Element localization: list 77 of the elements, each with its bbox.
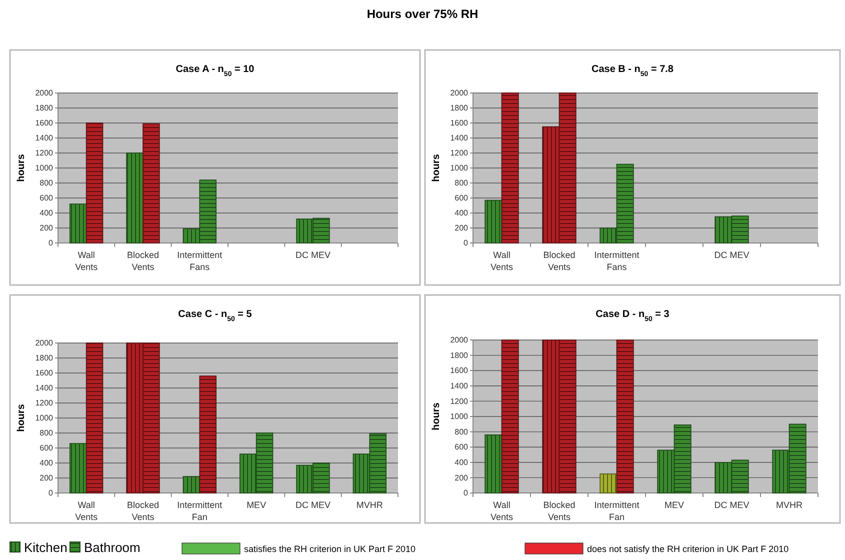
y-tick-label: 1400 (450, 382, 469, 391)
x-tick-label: Blocked Vents (543, 500, 576, 522)
x-tick-label: Intermittent Fan (594, 500, 640, 522)
y-tick-label: 1600 (35, 118, 54, 128)
y-tick-label: 2000 (35, 88, 54, 98)
y-tick-label: 1000 (35, 164, 54, 173)
x-tick-label: Intermittent Fan (177, 500, 223, 522)
chart-title: Case D - n$_{50}$ = 3 (596, 309, 670, 322)
y-tick-label: 800 (454, 178, 469, 188)
y-tick-label: 200 (40, 474, 54, 483)
y-tick-label: 1000 (450, 164, 469, 173)
y-tick-label: 200 (454, 224, 469, 233)
y-tick-label: 1200 (450, 396, 469, 406)
text: Bathroom (84, 540, 140, 555)
chart-title: Case B - n$_{50}$ = 7.8 (591, 64, 674, 78)
chart-title: Case A - n$_{50}$ = 10 (176, 64, 255, 78)
y-tick-label: 600 (454, 442, 469, 452)
y-tick-label: 2000 (35, 338, 54, 348)
y-tick-label: 0 (48, 238, 54, 248)
x-tick-label: MVHR (356, 500, 384, 510)
x-tick-label: Wall Vents (490, 500, 514, 522)
y-tick-label: 400 (454, 458, 469, 468)
x-tick-label: Blocked Vents (126, 500, 160, 522)
y-tick-label: 600 (40, 444, 54, 453)
x-tick-label: DC MEV (295, 500, 331, 510)
y-tick-label: 0 (48, 488, 54, 498)
y-tick-label: 600 (40, 194, 54, 203)
y-tick-label: 1200 (450, 148, 469, 158)
text: Kitchen (24, 540, 68, 555)
y-tick-label: 400 (40, 458, 54, 468)
y-tick-label: 800 (40, 178, 54, 188)
y-tick-label: 1000 (450, 412, 469, 422)
y-tick-label: 1000 (35, 414, 54, 423)
y-tick-label: 1800 (450, 350, 469, 360)
x-tick-label: DC MEV (295, 250, 331, 260)
x-tick-label: Blocked Vents (543, 250, 576, 272)
y-axis-title: hours (16, 404, 27, 432)
x-tick-label: Wall Vents (490, 250, 514, 272)
y-tick-label: 200 (40, 224, 54, 233)
y-tick-label: 0 (464, 488, 469, 498)
x-tick-label: Wall Vents (75, 500, 98, 522)
x-tick-label: Intermittent Fans (594, 250, 640, 272)
y-tick-label: 1800 (35, 354, 54, 363)
y-tick-label: 400 (454, 208, 469, 218)
chart-title: Case C - n$_{50}$ = 5 (178, 309, 252, 322)
y-axis-title: hours (431, 402, 442, 430)
x-tick-label: MEV (664, 500, 684, 510)
x-tick-label: Intermittent Fans (177, 250, 223, 272)
y-tick-label: 200 (454, 473, 469, 482)
y-tick-label: 1600 (35, 368, 54, 378)
y-tick-label: 2000 (450, 88, 469, 98)
x-tick-label: Blocked Vents (126, 250, 160, 272)
y-axis-title: hours (431, 154, 442, 182)
y-axis-title: hours (16, 154, 27, 182)
y-tick-label: 600 (454, 194, 469, 203)
text: Hours over 75% RH (366, 7, 478, 21)
x-tick-label: MEV (246, 500, 266, 510)
text: does not satisfy the RH criterion in UK Part F 2010 (587, 544, 789, 554)
y-tick-label: 0 (464, 238, 469, 248)
y-tick-label: 1200 (35, 148, 54, 158)
text: satisfies the RH criterion in UK Part F 2010 (244, 544, 416, 554)
x-tick-label: DC MEV (714, 250, 750, 260)
x-tick-label: Wall Vents (75, 250, 98, 272)
x-tick-label: MVHR (776, 500, 803, 510)
y-tick-label: 1800 (35, 104, 54, 113)
y-tick-label: 1800 (450, 104, 469, 113)
y-tick-label: 1200 (35, 398, 54, 408)
y-tick-label: 800 (454, 427, 469, 436)
y-tick-label: 2000 (450, 336, 469, 345)
x-tick-label: DC MEV (714, 500, 750, 510)
y-tick-label: 1400 (35, 384, 54, 393)
y-tick-label: 800 (40, 428, 54, 438)
y-tick-label: 1600 (450, 118, 469, 128)
y-tick-label: 400 (40, 208, 54, 218)
y-tick-label: 1400 (35, 134, 54, 143)
y-tick-label: 1400 (450, 134, 469, 143)
y-tick-label: 1600 (450, 366, 469, 376)
